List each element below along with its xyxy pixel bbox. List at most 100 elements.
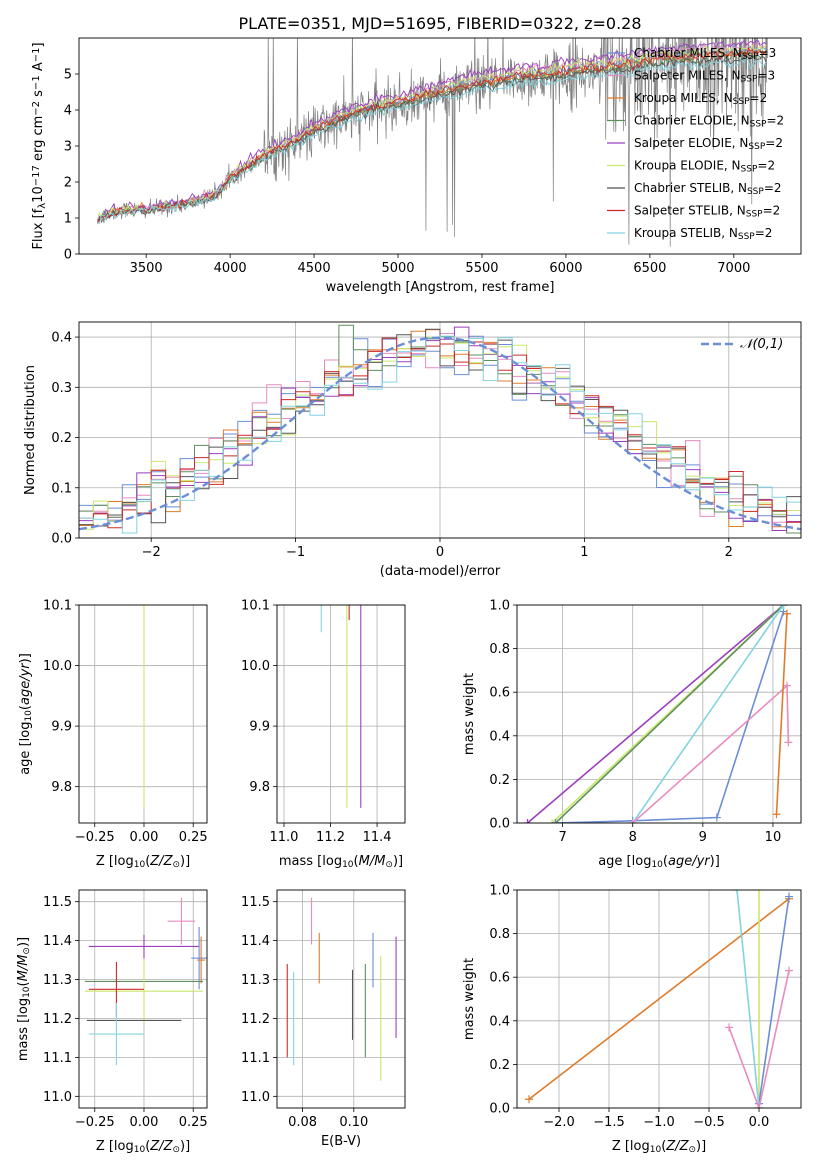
- y-tick-label: 10.1: [43, 599, 72, 614]
- x-axis-label: (data-model)/error: [380, 564, 501, 579]
- legend-suffix: =3: [757, 69, 775, 83]
- label-part: )]: [18, 653, 33, 663]
- label-part: 10: [22, 986, 32, 998]
- legend-suffix: =2: [750, 91, 768, 105]
- y-tick-label: 11.2: [241, 1012, 270, 1027]
- weight-line-salpeter_elodie: [526, 605, 785, 823]
- weight-marker-kroupa_miles: [772, 810, 781, 819]
- y-axis-label: Flux [fλ10−17 erg cm−2 s−1 A−1]: [31, 42, 48, 249]
- label-part: ]: [31, 42, 46, 47]
- plot-area: [97, 38, 768, 247]
- weight-marker-kroupa_miles: [525, 1095, 533, 1104]
- y-tick-label: 11.1: [43, 1051, 72, 1066]
- x-tick-label: −0.25: [75, 830, 115, 845]
- y-tick-label: 1.0: [489, 599, 510, 614]
- weight-line-salpeter_miles: [728, 970, 790, 1108]
- y-tick-label: 9.9: [51, 720, 72, 735]
- plot-area: [143, 605, 145, 808]
- legend-sub: SSP: [741, 75, 758, 85]
- x-tick-label: −2.0: [543, 1115, 575, 1130]
- weight-marker-kroupa_miles: [782, 609, 791, 618]
- y-tick-label: 11.3: [43, 973, 72, 988]
- label-part: ⊙: [172, 860, 180, 870]
- weight-marker-salpeter_miles: [784, 738, 793, 747]
- x-axis-label: wavelength [Angstrom, rest frame]: [326, 280, 555, 295]
- y-tick-label: 0.2: [489, 773, 510, 788]
- legend-text: Chabrier ELODIE, N: [634, 114, 750, 128]
- legend-entry: 𝒩(0,1): [740, 337, 783, 352]
- y-tick-label: 0.2: [51, 431, 72, 446]
- plot-area: [286, 897, 397, 1081]
- label-part: Z/Z: [665, 1139, 689, 1154]
- x-tick-label: 0.00: [130, 830, 159, 845]
- x-tick-label: 7: [558, 830, 566, 845]
- y-tick-label: 9.9: [249, 720, 270, 735]
- histogram-salpeter_miles: [79, 333, 801, 523]
- label-part: mass [log: [279, 854, 342, 869]
- x-tick-label: 0: [436, 545, 444, 560]
- label-part: (: [663, 854, 668, 869]
- label-part: (: [354, 854, 359, 869]
- x-tick-label: 4000: [214, 261, 247, 276]
- y-tick-label: 0.4: [489, 1014, 510, 1029]
- y-tick-label: 11.2: [43, 1012, 72, 1027]
- label-part: ⊙: [688, 1145, 696, 1155]
- legend-text: Chabrier MILES, N: [634, 46, 742, 60]
- label-part: M/M: [359, 854, 386, 869]
- panels: 3500 4000 4500 5000 5500 6000 6500 7000 0 1 2 3 4 5 wa…: [16, 37, 802, 1155]
- y-tick-label: 2: [64, 176, 72, 191]
- legend-entry: Chabrier MILES, NSSP=3: [634, 46, 776, 62]
- label-part: age/yr: [18, 662, 33, 705]
- label-part: mass weight: [462, 958, 477, 1040]
- y-tick-label: 5: [64, 68, 72, 83]
- normal-pdf-line: [79, 336, 801, 531]
- legend-entry: Salpeter STELIB, NSSP=2: [634, 204, 780, 220]
- label-part: mass [log: [16, 998, 31, 1061]
- y-tick-label: 0.6: [489, 686, 510, 701]
- y-tick-label: 1: [64, 212, 72, 227]
- label-part: (: [145, 1139, 150, 1154]
- x-tick-label: 5000: [381, 261, 414, 276]
- weight-marker-chabrier_miles: [551, 819, 560, 823]
- y-tick-label: 11.1: [241, 1051, 270, 1066]
- weight-marker-salpeter_miles: [782, 681, 791, 690]
- weight-marker-salpeter_miles: [785, 966, 793, 975]
- axes-frame: [78, 37, 802, 255]
- label-part: M/M: [16, 955, 31, 982]
- model-line-salpeter_stelib: [97, 46, 767, 222]
- y-tick-label: 11.5: [241, 895, 270, 910]
- label-part: )]: [180, 854, 190, 869]
- y-tick-label: 0.0: [51, 532, 72, 547]
- label-part: 10: [342, 860, 354, 870]
- legend-text: Kroupa STELIB, N: [634, 226, 738, 240]
- axes-frame: [276, 604, 406, 824]
- label-part: Z [log: [612, 1139, 650, 1154]
- x-tick-label: −1: [286, 545, 305, 560]
- weight-marker-kroupa_stelib: [779, 605, 788, 609]
- weight-marker-kroupa_stelib: [733, 890, 741, 894]
- x-tick-label: −1.0: [643, 1115, 675, 1130]
- histogram-salpeter_stelib: [79, 337, 801, 529]
- x-tick-label: 0.25: [179, 1115, 208, 1130]
- y-tick-label: 0.4: [51, 331, 72, 346]
- y-axis-label: Normed distribution: [23, 365, 38, 495]
- weight-line-chabrier_miles: [758, 896, 790, 1104]
- label-part: s: [31, 90, 46, 101]
- label-part: (: [16, 981, 31, 986]
- axes-frame: [78, 604, 208, 824]
- model-line-kroupa_elodie: [97, 44, 767, 221]
- x-tick-label: 11.0: [270, 830, 299, 845]
- label-part: −17: [31, 165, 42, 186]
- weight-line-kroupa_stelib: [736, 890, 760, 1108]
- legend-entry: Chabrier ELODIE, NSSP=2: [634, 114, 784, 130]
- x-tick-label: 6500: [633, 261, 666, 276]
- legend-text: Chabrier STELIB, N: [634, 181, 747, 195]
- label-part: ⊙: [22, 947, 32, 955]
- legend-text: Salpeter STELIB, N: [634, 204, 746, 218]
- x-tick-label: 8: [629, 830, 637, 845]
- x-axis-label: mass [log10(M/M⊙)]: [279, 854, 403, 870]
- weight-marker-kroupa_elodie: [548, 819, 557, 823]
- y-tick-label: 0: [64, 248, 72, 263]
- label-part: )]: [696, 1139, 706, 1154]
- axes-frame: [78, 321, 802, 539]
